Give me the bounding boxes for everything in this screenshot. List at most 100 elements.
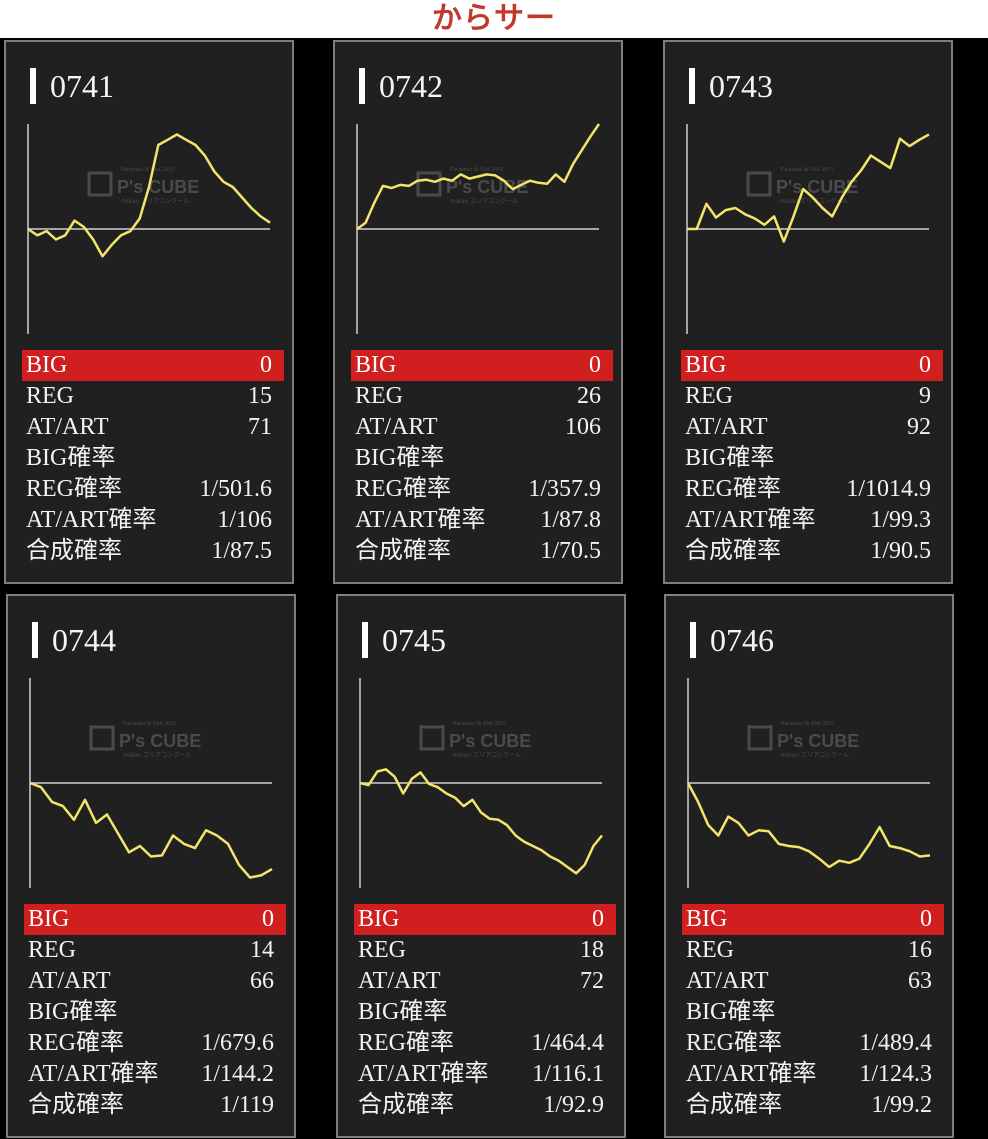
- panel-header: 0745: [362, 620, 446, 660]
- stat-row-big: BIG 0: [681, 350, 943, 381]
- machine-panel-0742: 0742 P's CUBE Pachinko & Slot 2015 mikan エ…: [333, 40, 623, 584]
- header-bar-icon: [32, 622, 38, 658]
- stat-value-at: 72: [580, 968, 604, 994]
- stat-value-at: 66: [250, 968, 274, 994]
- stat-row-big-rate: BIG確率: [22, 443, 284, 474]
- stat-value-at-rate: 1/124.3: [859, 1061, 932, 1087]
- stat-label-reg: REG: [26, 383, 74, 409]
- stat-row-total-rate: 合成確率 1/90.5: [681, 536, 943, 567]
- stat-value-reg-rate: 1/489.4: [859, 1030, 932, 1056]
- stat-label-at-rate: AT/ART確率: [26, 507, 157, 533]
- slump-line: [686, 782, 931, 869]
- stat-row-at: AT/ART 72: [354, 966, 616, 997]
- watermark-top-text: Pachinko & Slot 2015: [121, 167, 174, 173]
- stat-value-reg: 15: [248, 383, 272, 409]
- stat-row-at-rate: AT/ART確率 1/99.3: [681, 505, 943, 536]
- stat-row-reg: REG 9: [681, 381, 943, 412]
- stat-row-big: BIG 0: [24, 904, 286, 935]
- stat-value-reg-rate: 1/501.6: [199, 476, 272, 502]
- stat-label-at-rate: AT/ART確率: [685, 507, 816, 533]
- stat-row-total-rate: 合成確率 1/119: [24, 1090, 286, 1121]
- stat-row-at-rate: AT/ART確率 1/124.3: [682, 1059, 944, 1090]
- stat-row-reg-rate: REG確率 1/501.6: [22, 474, 284, 505]
- stat-row-big-rate: BIG確率: [681, 443, 943, 474]
- watermark-brand: P's CUBE: [119, 731, 201, 751]
- cube-logo-icon: [87, 171, 113, 197]
- slump-graph: P's CUBE Pachinko & Slot 2015 mikan エリアコンク…: [356, 123, 601, 334]
- stat-label-at: AT/ART: [686, 968, 769, 994]
- watermark: P's CUBE Pachinko & Slot 2015 mikan エリアコンク…: [87, 167, 199, 205]
- stat-label-total-rate: 合成確率: [686, 1092, 782, 1118]
- stat-value-big: 0: [589, 352, 601, 378]
- slump-graph: P's CUBE Pachinko & Slot 2015 mikan エリアコンク…: [359, 678, 603, 888]
- stat-row-big-rate: BIG確率: [24, 997, 286, 1028]
- machine-panel-0741: 0741 P's CUBE Pachinko & Slot 2015 mikan エ…: [4, 40, 294, 584]
- stat-row-total-rate: 合成確率 1/99.2: [682, 1090, 944, 1121]
- page-title: からサー: [432, 2, 556, 35]
- stat-row-reg-rate: REG確率 1/489.4: [682, 1028, 944, 1059]
- watermark-sub-text: mikan エリアコンクール: [121, 198, 189, 205]
- stat-row-reg: REG 18: [354, 935, 616, 966]
- stat-label-reg-rate: REG確率: [26, 476, 122, 502]
- cube-logo-icon: [747, 725, 773, 751]
- stat-label-at: AT/ART: [358, 968, 441, 994]
- stat-value-reg: 18: [580, 937, 604, 963]
- stat-row-reg: REG 16: [682, 935, 944, 966]
- stat-label-reg: REG: [355, 383, 403, 409]
- stat-label-total-rate: 合成確率: [355, 538, 451, 564]
- stat-label-reg-rate: REG確率: [685, 476, 781, 502]
- stat-row-at: AT/ART 63: [682, 966, 944, 997]
- stat-row-reg-rate: REG確率 1/1014.9: [681, 474, 943, 505]
- stat-value-big: 0: [260, 352, 272, 378]
- stat-row-big: BIG 0: [682, 904, 944, 935]
- watermark-top-text: Pachinko & Slot 2015: [780, 167, 833, 173]
- header-bar-icon: [30, 68, 36, 104]
- stat-value-big: 0: [920, 906, 932, 932]
- stat-label-at: AT/ART: [685, 414, 768, 440]
- stat-value-big: 0: [262, 906, 274, 932]
- watermark: P's CUBE Pachinko & Slot 2015 mikan エリアコンク…: [89, 721, 201, 759]
- stat-row-big: BIG 0: [22, 350, 284, 381]
- stat-label-big: BIG: [686, 906, 728, 932]
- machine-grid: 0741 P's CUBE Pachinko & Slot 2015 mikan エ…: [0, 38, 988, 1139]
- stat-value-reg: 14: [250, 937, 274, 963]
- stat-row-reg-rate: REG確率 1/679.6: [24, 1028, 286, 1059]
- machine-number: 0746: [710, 621, 774, 658]
- stat-value-reg-rate: 1/357.9: [528, 476, 601, 502]
- header-bar-icon: [362, 622, 368, 658]
- cube-logo-icon: [419, 725, 445, 751]
- panel-header: 0741: [30, 66, 114, 106]
- stat-label-reg-rate: REG確率: [686, 1030, 782, 1056]
- slump-line: [27, 133, 271, 258]
- panel-header: 0742: [359, 66, 443, 106]
- stat-row-at-rate: AT/ART確率 1/87.8: [351, 505, 613, 536]
- stat-label-big: BIG: [358, 906, 400, 932]
- stat-label-at: AT/ART: [26, 414, 109, 440]
- stats-table: BIG 0 REG 9 AT/ART 92 BIG確率 REG確率 1/1014.9 A…: [681, 350, 943, 567]
- watermark-sub-text: mikan エリアコンクール: [781, 752, 849, 759]
- header-bar-icon: [689, 68, 695, 104]
- slump-graph: P's CUBE Pachinko & Slot 2015 mikan エリアコンク…: [29, 678, 273, 888]
- stat-label-big: BIG: [28, 906, 70, 932]
- stat-value-reg: 16: [908, 937, 932, 963]
- panel-header: 0743: [689, 66, 773, 106]
- slump-line: [359, 768, 603, 875]
- watermark-top-text: Pachinko & Slot 2015: [781, 721, 834, 727]
- stat-row-at: AT/ART 71: [22, 412, 284, 443]
- stats-table: BIG 0 REG 15 AT/ART 71 BIG確率 REG確率 1/501.6 A…: [22, 350, 284, 567]
- machine-panel-0746: 0746 P's CUBE Pachinko & Slot 2015 mikan エ…: [664, 594, 954, 1138]
- watermark-sub-text: mikan エリアコンクール: [780, 198, 848, 205]
- stat-row-big: BIG 0: [351, 350, 613, 381]
- machine-number: 0743: [709, 67, 773, 104]
- stat-row-big-rate: BIG確率: [351, 443, 613, 474]
- stat-label-big-rate: BIG確率: [685, 445, 775, 471]
- stat-row-big-rate: BIG確率: [682, 997, 944, 1028]
- stat-label-at-rate: AT/ART確率: [358, 1061, 489, 1087]
- watermark-sub-text: mikan エリアコンクール: [123, 752, 191, 759]
- stat-value-at: 92: [907, 414, 931, 440]
- stat-label-big-rate: BIG確率: [686, 999, 776, 1025]
- stat-label-big-rate: BIG確率: [358, 999, 448, 1025]
- watermark-brand: P's CUBE: [446, 177, 528, 197]
- machine-number: 0742: [379, 67, 443, 104]
- stat-row-at-rate: AT/ART確率 1/106: [22, 505, 284, 536]
